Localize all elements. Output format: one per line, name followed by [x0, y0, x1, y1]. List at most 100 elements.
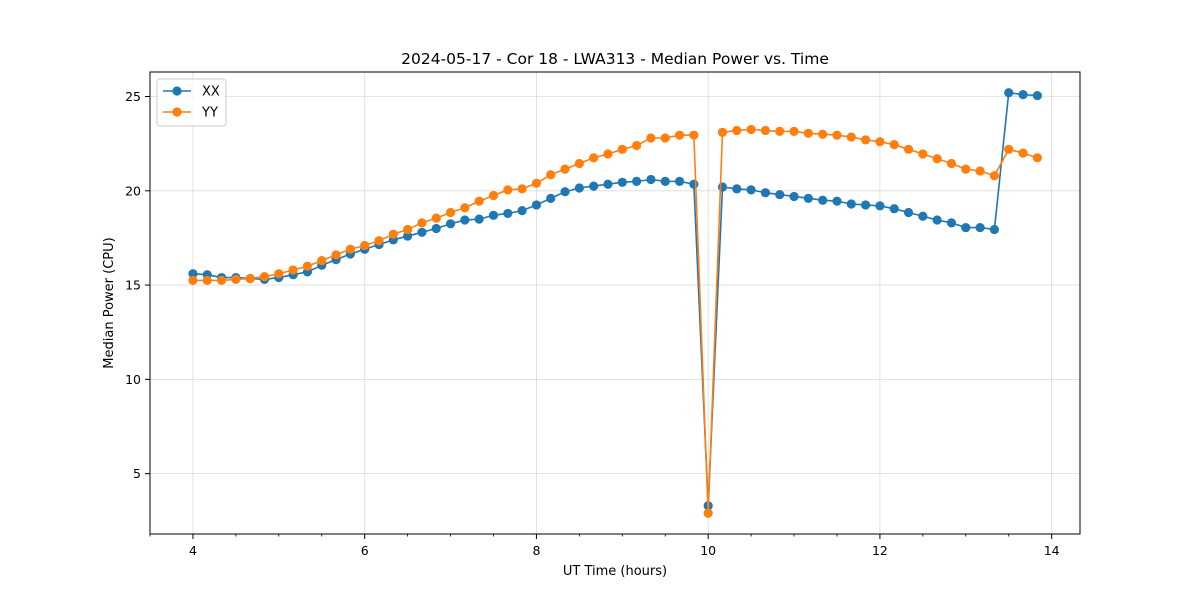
- data-point-yy: [803, 128, 813, 138]
- data-point-xx: [646, 174, 656, 185]
- data-point-xx: [531, 200, 542, 210]
- data-point-xx: [460, 215, 470, 225]
- data-point-xx: [1032, 90, 1042, 101]
- data-point-xx: [445, 219, 456, 229]
- data-point-yy: [331, 250, 341, 260]
- data-point-yy: [474, 196, 484, 206]
- legend-marker: [172, 86, 182, 96]
- data-point-yy: [431, 213, 441, 223]
- data-point-yy: [746, 124, 756, 135]
- x-tick-label: 8: [532, 543, 540, 558]
- data-point-xx: [732, 184, 742, 194]
- legend-item-yy: YY: [163, 106, 218, 121]
- y-tick-label: 10: [125, 372, 141, 387]
- plot-frame: [149, 71, 1081, 535]
- data-point-yy: [1004, 144, 1014, 154]
- data-point-xx: [832, 196, 842, 206]
- data-point-yy: [531, 178, 542, 188]
- data-point-yy: [345, 244, 355, 254]
- data-point-yy: [231, 274, 241, 285]
- data-point-yy: [360, 240, 370, 251]
- data-point-yy: [259, 272, 270, 282]
- data-point-yy: [689, 130, 699, 140]
- data-point-yy: [603, 149, 613, 159]
- x-tick-label: 10: [700, 543, 716, 558]
- data-point-yy: [775, 126, 785, 136]
- x-axis: 4 6 8 10 12 14: [149, 534, 1060, 558]
- data-point-yy: [388, 229, 398, 239]
- data-point-xx: [503, 208, 513, 219]
- data-point-xx: [746, 185, 756, 195]
- data-point-yy: [216, 275, 227, 285]
- data-point-xx: [989, 224, 1000, 235]
- data-point-yy: [946, 158, 957, 169]
- data-point-yy: [546, 170, 556, 180]
- data-point-yy: [674, 130, 685, 140]
- data-point-xx: [775, 189, 785, 200]
- legend: XX YY: [156, 78, 227, 127]
- y-axis-label: Median Power (CPU): [102, 237, 117, 368]
- legend-label: XX: [202, 85, 220, 100]
- data-point-yy: [660, 133, 670, 143]
- data-point-xx: [961, 222, 971, 233]
- data-point-xx: [1018, 90, 1028, 100]
- data-point-yy: [732, 125, 742, 136]
- data-point-yy: [760, 125, 771, 136]
- data-point-yy: [403, 224, 413, 235]
- data-point-yy: [646, 133, 656, 143]
- data-point-xx: [689, 179, 699, 189]
- data-point-yy: [818, 129, 828, 139]
- data-point-yy: [503, 185, 513, 195]
- data-point-yy: [317, 255, 327, 266]
- data-point-yy: [488, 190, 499, 201]
- data-point-yy: [789, 126, 799, 136]
- legend-label: YY: [201, 106, 218, 121]
- data-point-yy: [574, 158, 584, 169]
- x-tick-label: 4: [189, 543, 197, 558]
- data-point-xx: [617, 177, 627, 187]
- data-point-xx: [517, 206, 527, 216]
- x-tick-label: 6: [361, 543, 369, 558]
- data-point-xx: [903, 207, 914, 218]
- data-point-yy: [832, 130, 842, 140]
- data-point-xx: [560, 187, 570, 197]
- data-point-yy: [846, 132, 856, 142]
- y-tick-label: 15: [125, 278, 141, 293]
- data-point-xx: [403, 231, 413, 241]
- data-point-xx: [889, 204, 899, 214]
- data-point-xx: [417, 227, 427, 237]
- data-point-yy: [589, 153, 599, 163]
- data-point-xx: [875, 201, 885, 211]
- data-point-xx: [546, 193, 556, 203]
- data-point-yy: [617, 144, 627, 154]
- data-point-xx: [975, 222, 985, 233]
- y-tick-label: 25: [125, 89, 141, 104]
- data-point-xx: [603, 179, 613, 189]
- series-yy: [188, 124, 1042, 518]
- data-point-yy: [918, 149, 928, 159]
- y-tick-label: 5: [133, 466, 141, 481]
- data-point-yy: [460, 203, 470, 213]
- data-point-yy: [274, 269, 284, 279]
- data-point-xx: [861, 200, 871, 210]
- data-point-yy: [560, 164, 570, 174]
- data-point-xx: [789, 191, 799, 202]
- data-point-xx: [574, 183, 584, 193]
- data-point-xx: [674, 176, 685, 186]
- data-point-xx: [818, 195, 828, 205]
- data-point-yy: [245, 273, 255, 284]
- data-point-yy: [861, 135, 871, 145]
- data-point-yy: [302, 261, 313, 271]
- data-point-yy: [1032, 153, 1042, 163]
- data-point-xx: [918, 211, 928, 221]
- data-point-yy: [989, 171, 1000, 181]
- data-point-yy: [517, 184, 527, 194]
- data-point-yy: [202, 275, 212, 285]
- x-tick-label: 12: [872, 543, 888, 558]
- data-point-xx: [1004, 88, 1014, 98]
- data-point-yy: [632, 140, 642, 151]
- data-point-yy: [417, 218, 427, 228]
- chart-title: 2024-05-17 - Cor 18 - LWA313 - Median Po…: [401, 50, 829, 68]
- data-point-xx: [846, 199, 856, 209]
- data-point-yy: [703, 508, 713, 518]
